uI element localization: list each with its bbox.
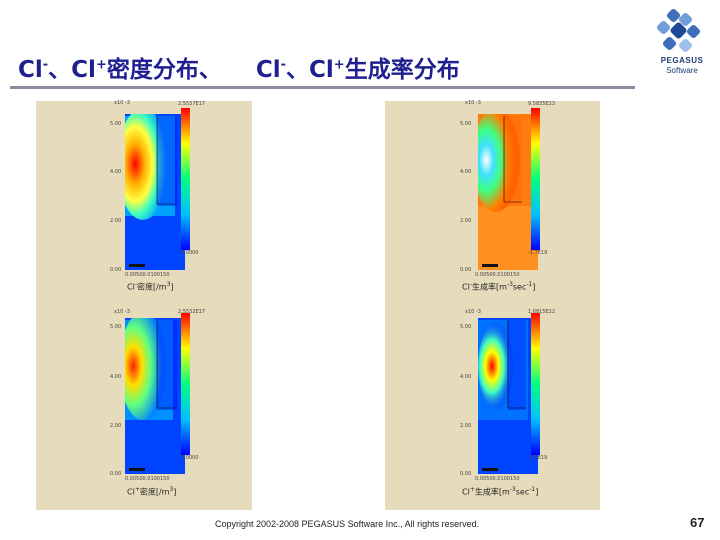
x-ticks: 0.00500.0100150 bbox=[475, 272, 520, 278]
caption-text: Cl bbox=[462, 487, 470, 497]
y-tick: 2.00 bbox=[460, 423, 472, 429]
cl-minus-density-plot bbox=[125, 114, 185, 270]
title-text: Cl bbox=[255, 57, 281, 83]
caption-text: sec bbox=[512, 282, 527, 292]
caption-sup: 3 bbox=[169, 486, 174, 493]
scale-label: x10 -3 bbox=[465, 309, 481, 315]
logo-subtitle: Software bbox=[666, 66, 698, 75]
caption-text: 密度[/m bbox=[139, 487, 170, 497]
title-text: 、Cl bbox=[48, 57, 96, 83]
y-tick: 4.00 bbox=[110, 169, 122, 175]
colorbar-min: 0.0000 bbox=[181, 250, 199, 256]
y-tick: 0.00 bbox=[460, 471, 472, 477]
x-ticks: 0.00500.0100150 bbox=[125, 476, 170, 482]
caption-text: 生成率[m bbox=[471, 282, 507, 292]
logo-name: PEGASUS bbox=[660, 56, 704, 65]
x-ticks: 0.00500.0100150 bbox=[475, 476, 520, 482]
caption-sup: -3 bbox=[509, 486, 516, 493]
colorbar bbox=[181, 108, 190, 250]
caption-sup: - bbox=[469, 281, 472, 288]
caption-sup: -1 bbox=[526, 281, 533, 288]
plot-caption: Cl-生成率[m-3sec-1] bbox=[462, 281, 536, 293]
title-text: Cl bbox=[18, 57, 43, 83]
colorbar-max: 2.5537E17 bbox=[178, 101, 206, 107]
y-tick: 4.00 bbox=[110, 374, 122, 380]
colorbar bbox=[181, 313, 190, 455]
title-divider bbox=[10, 86, 635, 89]
title-text: 密度分布、 bbox=[106, 57, 222, 83]
colorbar-max: 9.5835E23 bbox=[528, 101, 556, 107]
caption-text: 生成率[m bbox=[474, 487, 510, 497]
caption-text: Cl bbox=[127, 282, 135, 292]
y-tick: 2.00 bbox=[460, 218, 472, 224]
y-tick: 4.00 bbox=[460, 169, 472, 175]
colorbar bbox=[531, 108, 540, 250]
scale-label: x10 -3 bbox=[114, 309, 130, 315]
title-sup: - bbox=[280, 57, 287, 73]
y-tick: 5.00 bbox=[460, 324, 472, 330]
caption-sup: -1 bbox=[529, 486, 536, 493]
caption-sup: 3 bbox=[166, 281, 171, 288]
caption-text: ] bbox=[170, 282, 174, 292]
y-tick: 5.00 bbox=[460, 121, 472, 127]
caption-sup: + bbox=[134, 486, 140, 493]
caption-sup: -3 bbox=[506, 281, 513, 288]
copyright-footer: Copyright 2002-2008 PEGASUS Software Inc… bbox=[215, 519, 480, 529]
y-tick: 4.00 bbox=[460, 374, 472, 380]
caption-text: ] bbox=[173, 487, 177, 497]
caption-sup: + bbox=[469, 486, 475, 493]
scale-label: x10 -3 bbox=[465, 100, 481, 106]
title-text: 、Cl bbox=[286, 57, 334, 83]
y-tick: 0.00 bbox=[460, 267, 472, 273]
colorbar bbox=[531, 313, 540, 455]
caption-text: Cl bbox=[462, 282, 470, 292]
y-tick: 2.00 bbox=[110, 423, 122, 429]
colorbar-min: -1.9E19 bbox=[528, 455, 548, 461]
page-number: 67 bbox=[690, 515, 705, 530]
cl-plus-generation-plot bbox=[478, 318, 538, 474]
colorbar-max: 1.6815E22 bbox=[528, 309, 556, 315]
caption-text: ] bbox=[532, 282, 536, 292]
plot-caption: Cl+生成率[m-3sec-1] bbox=[462, 486, 538, 498]
cl-plus-density-plot bbox=[125, 318, 185, 474]
plot-caption: Cl+密度[/m3] bbox=[127, 486, 176, 498]
title-text: 生成率分布 bbox=[344, 57, 460, 83]
y-tick: 5.00 bbox=[110, 121, 122, 127]
y-tick: 5.00 bbox=[110, 324, 122, 330]
pegasus-logo-icon bbox=[656, 8, 701, 53]
colorbar-min: -1.7E19 bbox=[528, 250, 548, 256]
caption-sup: - bbox=[134, 281, 137, 288]
plot-caption: Cl-密度[/m3] bbox=[127, 281, 174, 293]
page-title: Cl-、Cl+密度分布、 Cl-、Cl+生成率分布 bbox=[18, 50, 460, 84]
caption-text: ] bbox=[535, 487, 539, 497]
caption-text: Cl bbox=[127, 487, 135, 497]
caption-text: sec bbox=[515, 487, 530, 497]
cl-minus-generation-plot bbox=[478, 114, 538, 270]
y-tick: 0.00 bbox=[110, 471, 122, 477]
title-sup: - bbox=[42, 57, 49, 73]
title-sup: + bbox=[333, 57, 345, 73]
y-tick: 0.00 bbox=[110, 267, 122, 273]
colorbar-max: 2.5532E17 bbox=[178, 309, 206, 315]
y-tick: 2.00 bbox=[110, 218, 122, 224]
title-sup: + bbox=[95, 57, 107, 73]
colorbar-min: 0.0000 bbox=[181, 455, 199, 461]
caption-text: 密度[/m bbox=[136, 282, 167, 292]
x-ticks: 0.00500.0100150 bbox=[125, 272, 170, 278]
scale-label: x10 -3 bbox=[114, 100, 130, 106]
